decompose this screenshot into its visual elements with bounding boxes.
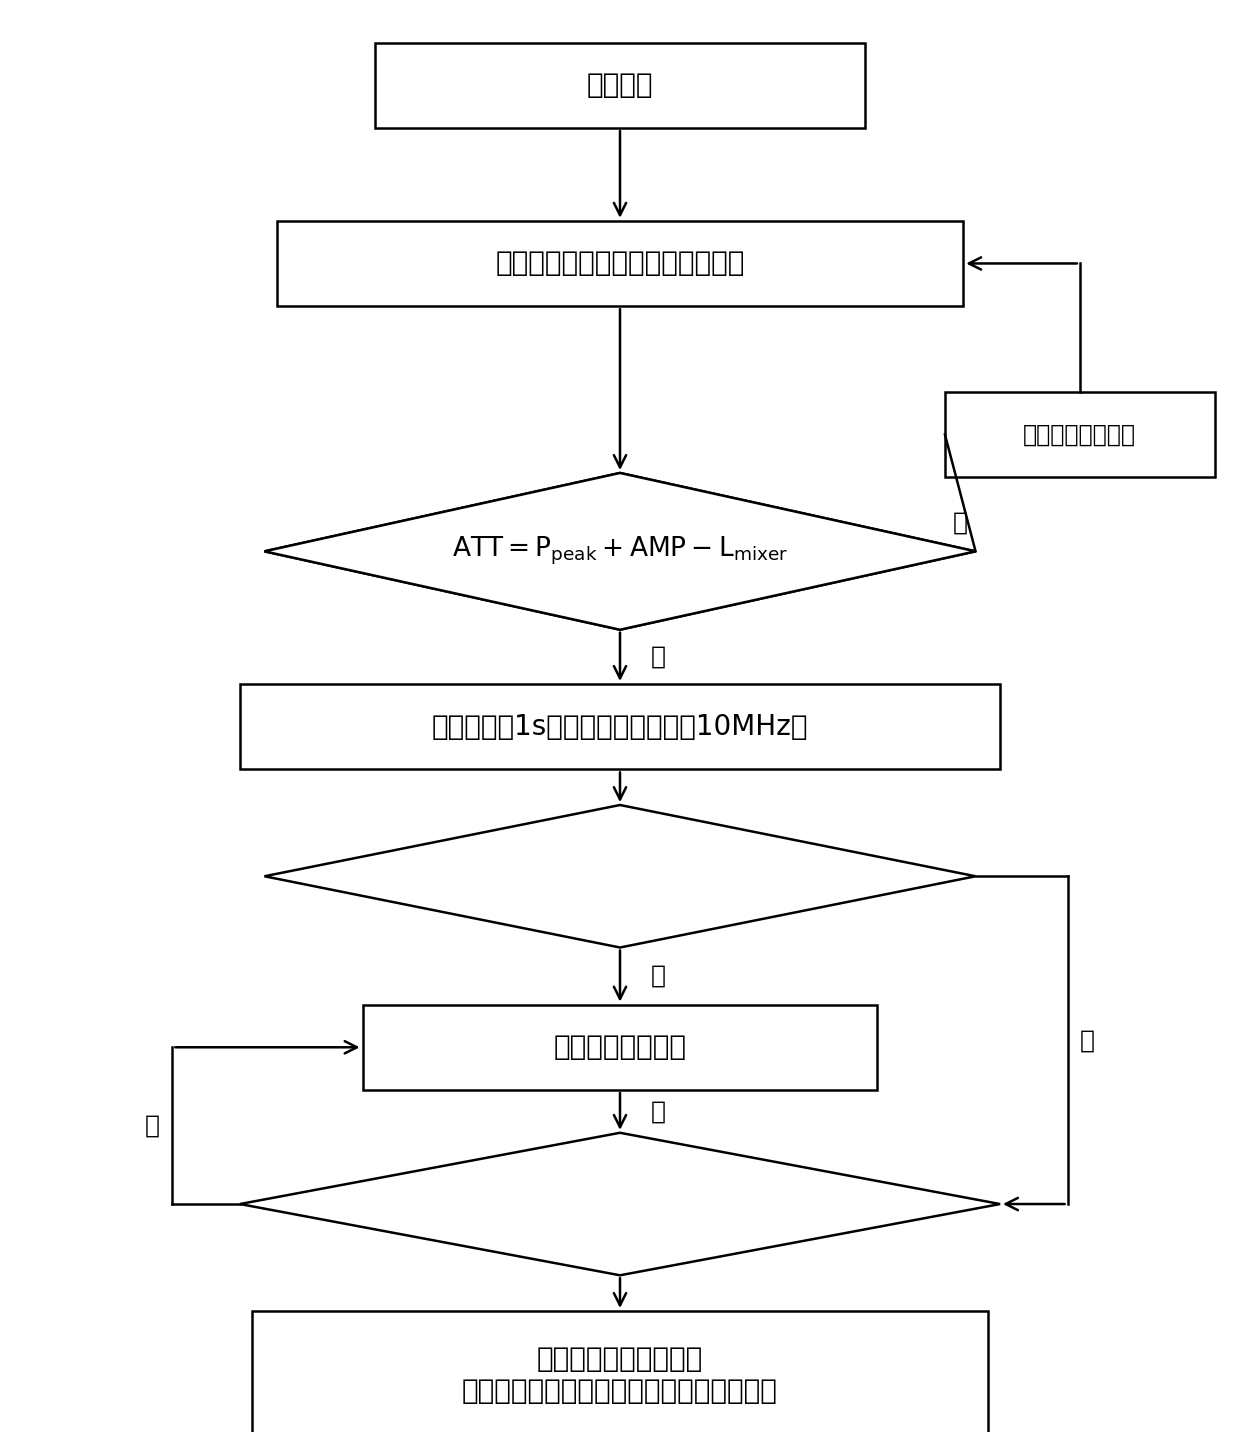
Text: 是: 是 xyxy=(651,1099,666,1124)
Bar xyxy=(945,391,1215,478)
Polygon shape xyxy=(264,473,976,630)
Text: $\mathrm{ATT = P_{peak} + AMP - L_{mixer}}$: $\mathrm{ATT = P_{peak} + AMP - L_{mixer… xyxy=(453,535,787,567)
Text: 否: 否 xyxy=(952,511,967,534)
Bar xyxy=(252,1311,988,1439)
Text: 否: 否 xyxy=(145,1114,160,1138)
Polygon shape xyxy=(264,473,976,630)
Text: 步进衰减器设置值: 步进衰减器设置值 xyxy=(1023,423,1136,446)
Bar xyxy=(277,220,963,307)
Text: 是: 是 xyxy=(1080,1027,1095,1052)
Text: 占用带宽缩放测试: 占用带宽缩放测试 xyxy=(553,1033,687,1062)
Polygon shape xyxy=(239,1132,1001,1275)
Text: 解调时间（1s）、预滤波器带宽（10MHz）: 解调时间（1s）、预滤波器带宽（10MHz） xyxy=(432,712,808,741)
Bar xyxy=(374,43,866,128)
Bar xyxy=(362,1004,878,1089)
Text: 信号输入: 信号输入 xyxy=(587,72,653,99)
Text: 是: 是 xyxy=(651,645,666,669)
Text: 否: 否 xyxy=(651,964,666,989)
Bar xyxy=(239,684,1001,770)
Text: 载波功率、载波频偏、
调制误差、调制频率、调制失真、谐波失真: 载波功率、载波频偏、 调制误差、调制频率、调制失真、谐波失真 xyxy=(463,1345,777,1406)
Polygon shape xyxy=(264,804,976,947)
Text: 本振预置、衰减器预置、放大器关: 本振预置、衰减器预置、放大器关 xyxy=(495,249,745,278)
